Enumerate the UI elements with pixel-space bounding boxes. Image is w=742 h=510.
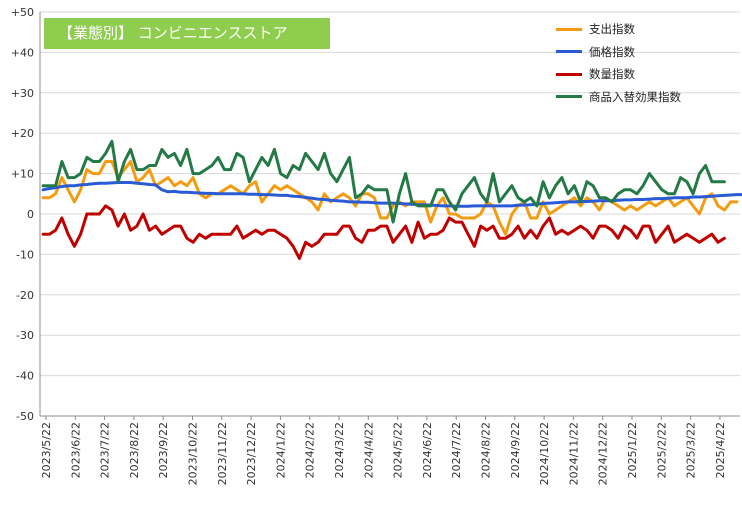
legend-label-product-replacement: 商品入替効果指数 — [589, 89, 681, 104]
x-tick-label: 2023/6/22 — [69, 422, 82, 478]
x-tick-label: 2023/5/22 — [40, 422, 53, 478]
y-tick-label: +50 — [11, 6, 34, 19]
series-line-3 — [41, 139, 726, 224]
legend-swatch-price — [556, 50, 582, 54]
x-tick-label: 2025/3/22 — [685, 422, 698, 478]
x-tick-labels: 2023/5/22 2023/6/22 2023/7/22 2023/8/22 2023… — [40, 422, 727, 485]
x-tick-label: 2024/5/22 — [392, 422, 405, 478]
x-tick-label: 2024/2/22 — [304, 422, 317, 478]
legend-item-quantity: 数量指数 — [556, 63, 681, 86]
legend-swatch-spending — [556, 27, 582, 31]
x-tick-label: 2024/4/22 — [362, 422, 375, 478]
x-tick-label: 2025/2/22 — [655, 422, 668, 478]
y-tick-label: 0 — [27, 208, 34, 221]
x-tick-label: 2023/9/22 — [157, 422, 170, 478]
x-tick-label: 2023/8/22 — [128, 422, 141, 478]
legend-label-price: 価格指数 — [589, 44, 635, 59]
x-tick-label: 2024/6/22 — [421, 422, 434, 478]
x-tick-label: 2023/7/22 — [99, 422, 112, 478]
x-tick-label: 2024/8/22 — [480, 422, 493, 478]
x-tick-label: 2024/9/22 — [509, 422, 522, 478]
x-tick-label: 2025/1/22 — [626, 422, 639, 478]
legend-swatch-product-replacement — [556, 95, 582, 99]
x-tick-label: 2024/7/22 — [450, 422, 463, 478]
legend-item-product-replacement: 商品入替効果指数 — [556, 86, 681, 109]
y-tick-label: -10 — [16, 248, 34, 261]
chart-title: 【業態別】 コンビニエンスストア — [44, 18, 330, 49]
x-tick-label: 2024/3/22 — [333, 422, 346, 478]
legend: 支出指数 価格指数 数量指数 商品入替効果指数 — [556, 18, 681, 108]
y-tick-label: +10 — [11, 168, 34, 181]
x-tick-label: 2024/11/22 — [567, 422, 580, 485]
x-tick-label: 2025/4/22 — [714, 422, 727, 478]
x-tick-label: 2024/12/22 — [597, 422, 610, 485]
y-tick-label: -50 — [16, 410, 34, 423]
series-lines — [41, 139, 742, 260]
legend-item-spending: 支出指数 — [556, 18, 681, 41]
y-tick-label: -30 — [16, 329, 34, 342]
y-tick-label: +40 — [11, 46, 34, 59]
y-tick-label: -20 — [16, 289, 34, 302]
y-tick-label: -40 — [16, 370, 34, 383]
y-tick-label: +20 — [11, 127, 34, 140]
y-tick-label: +30 — [11, 87, 34, 100]
series-line-2 — [41, 204, 726, 260]
legend-label-quantity: 数量指数 — [589, 67, 635, 82]
axes — [39, 12, 740, 420]
x-tick-label: 2024/10/22 — [538, 422, 551, 485]
legend-label-spending: 支出指数 — [589, 22, 635, 37]
x-tick-label: 2024/1/22 — [274, 422, 287, 478]
x-tick-label: 2023/12/22 — [245, 422, 258, 485]
legend-swatch-quantity — [556, 72, 582, 76]
y-tick-labels: -50 -40 -30 -20 -10 0 +10 +20 +30 +40 +50 — [11, 6, 34, 423]
legend-item-price: 価格指数 — [556, 41, 681, 64]
x-tick-label: 2023/10/22 — [187, 422, 200, 485]
x-tick-label: 2023/11/22 — [216, 422, 229, 485]
